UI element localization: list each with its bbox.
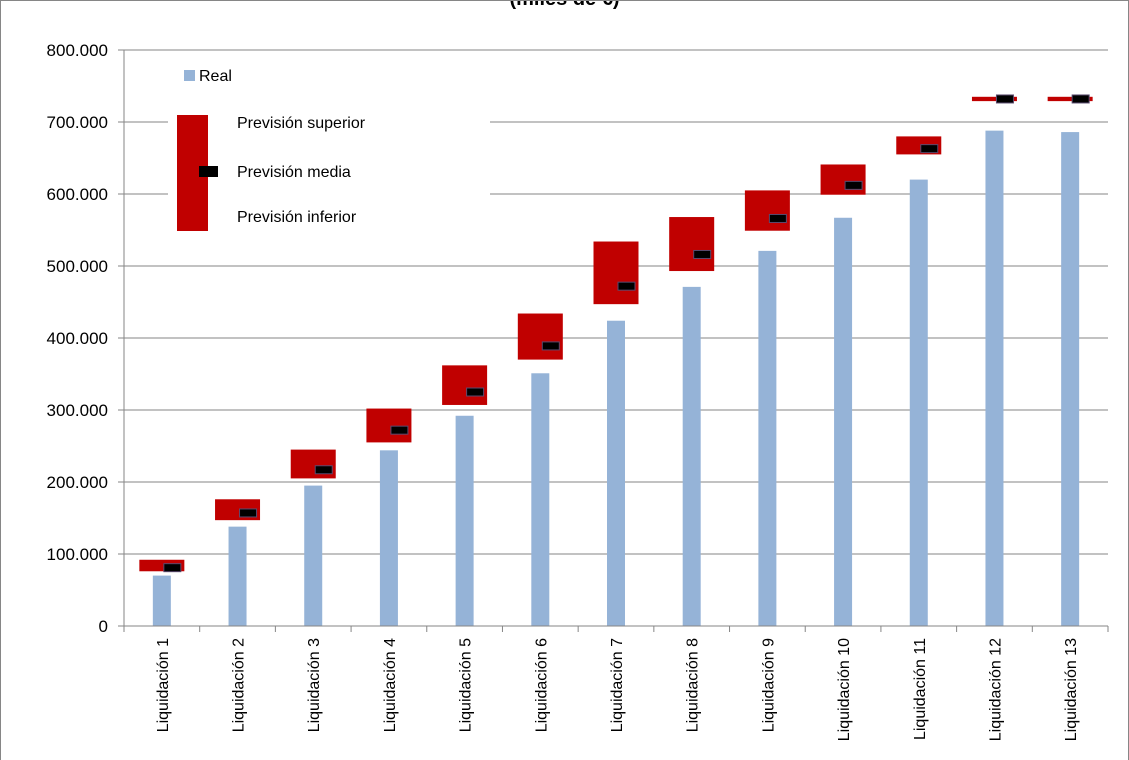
y-tick-label-7: 700.000 bbox=[47, 113, 108, 132]
y-tick-labels: 0 100.000 200.000 300.000 400.000 500.000 600.… bbox=[47, 41, 108, 636]
bar-real-5 bbox=[455, 415, 474, 626]
marker-media-5 bbox=[466, 387, 485, 397]
bar-real-3 bbox=[304, 485, 323, 626]
range-forecast-9 bbox=[744, 190, 790, 231]
bar-real-7 bbox=[607, 320, 625, 626]
range-forecast-10 bbox=[820, 164, 866, 195]
legend-swatch-real bbox=[184, 70, 195, 81]
x-tick-label-5: Liquidación 5 bbox=[458, 638, 475, 732]
legend-label-media: Previsión media bbox=[237, 164, 351, 181]
bar-real-6 bbox=[531, 373, 550, 626]
marker-media-1 bbox=[163, 563, 182, 573]
y-tick-label-1: 100.000 bbox=[47, 545, 108, 564]
legend-label-real: Real bbox=[199, 68, 232, 85]
x-tick-label-10: Liquidación 10 bbox=[836, 638, 853, 741]
legend-label-superior: Previsión superior bbox=[237, 115, 366, 132]
marker-media-10 bbox=[844, 180, 863, 190]
x-tick-label-3: Liquidación 3 bbox=[306, 638, 323, 732]
y-tick-label-3: 300.000 bbox=[47, 401, 108, 420]
x-tick-label-4: Liquidación 4 bbox=[382, 638, 399, 732]
bar-real-10 bbox=[834, 217, 853, 626]
legend-swatch-media bbox=[199, 166, 218, 177]
bar-real-4 bbox=[379, 450, 398, 626]
bar-real-13 bbox=[1061, 132, 1080, 626]
y-tick-label-6: 600.000 bbox=[47, 185, 108, 204]
legend: Real Previsión superior Previsión media … bbox=[168, 52, 490, 237]
range-forecast-8 bbox=[669, 217, 715, 272]
x-tick-label-9: Liquidación 9 bbox=[760, 638, 777, 732]
range-forecast-13 bbox=[1047, 96, 1093, 102]
bar-real-2 bbox=[228, 526, 247, 626]
marker-media-4 bbox=[390, 425, 409, 435]
y-tick-label-8: 800.000 bbox=[47, 41, 108, 60]
gridlines bbox=[124, 49, 1108, 555]
x-tick-label-8: Liquidación 8 bbox=[685, 638, 702, 732]
marker-media-3 bbox=[314, 465, 333, 475]
range-forecast-1 bbox=[139, 559, 185, 572]
x-tick-label-6: Liquidación 6 bbox=[533, 638, 550, 732]
bar-real-8 bbox=[682, 286, 701, 626]
marker-media-2 bbox=[239, 508, 258, 518]
legend-bg bbox=[168, 52, 490, 237]
range-forecast-6 bbox=[517, 313, 563, 360]
legend-label-inferior: Previsión inferior bbox=[237, 209, 357, 226]
marker-media-9 bbox=[768, 213, 787, 223]
y-tick-label-4: 400.000 bbox=[47, 329, 108, 348]
forecast-ranges bbox=[139, 96, 1093, 572]
bar-real-12 bbox=[985, 130, 1004, 626]
y-tick-label-2: 200.000 bbox=[47, 473, 108, 492]
x-tick-label-7: Liquidación 7 bbox=[609, 638, 626, 732]
chart-title: (miles de €) bbox=[0, 0, 1129, 11]
x-tick-label-1: Liquidación 1 bbox=[155, 638, 172, 732]
marker-media-13 bbox=[1071, 94, 1090, 104]
range-forecast-4 bbox=[366, 408, 412, 443]
y-tick-label-5: 500.000 bbox=[47, 257, 108, 276]
x-tick-label-12: Liquidación 12 bbox=[987, 638, 1004, 741]
range-forecast-7 bbox=[593, 241, 639, 305]
marker-media-6 bbox=[541, 341, 560, 351]
x-tick-label-2: Liquidación 2 bbox=[231, 638, 248, 732]
range-forecast-12 bbox=[971, 96, 1017, 102]
y-tick-label-0: 0 bbox=[99, 617, 108, 636]
bar-real-1 bbox=[152, 575, 171, 626]
marker-media-7 bbox=[617, 281, 636, 291]
marker-media-11 bbox=[920, 144, 939, 154]
range-forecast-5 bbox=[442, 365, 488, 405]
x-tick-label-11: Liquidación 11 bbox=[912, 638, 929, 740]
bar-real-11 bbox=[909, 179, 928, 626]
bar-real-9 bbox=[758, 250, 777, 626]
bars-real bbox=[152, 130, 1080, 626]
marker-media-8 bbox=[693, 249, 712, 259]
axes bbox=[118, 49, 1109, 632]
marker-media-12 bbox=[995, 94, 1014, 104]
x-tick-label-13: Liquidación 13 bbox=[1063, 638, 1080, 741]
forecast-medians bbox=[163, 94, 1090, 573]
x-tick-labels: Liquidación 1 Liquidación 2 Liquidación 3 L… bbox=[155, 638, 1080, 741]
